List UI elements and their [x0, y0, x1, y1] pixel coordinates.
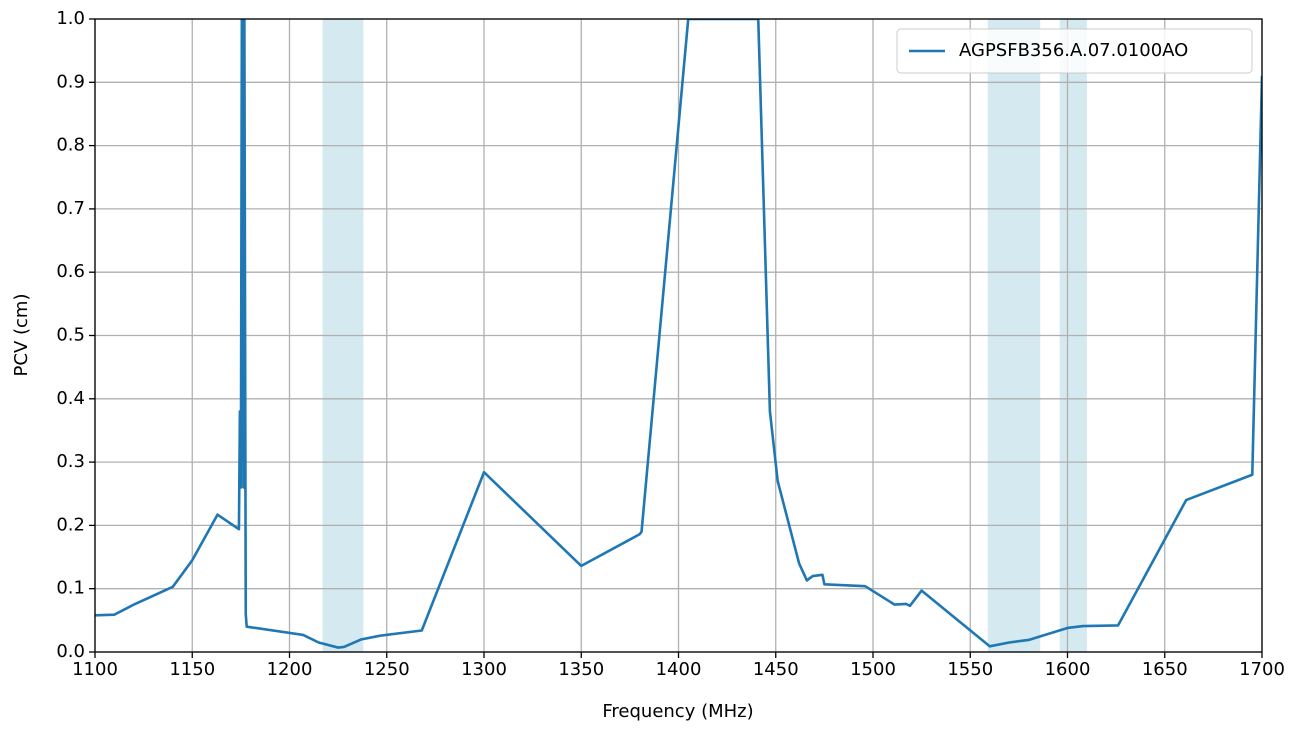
x-tick-label: 1200: [267, 659, 313, 680]
y-tick-label: 0.8: [56, 135, 85, 156]
y-tick-label: 0.1: [56, 578, 85, 599]
y-tick-label: 0.7: [56, 198, 85, 219]
x-tick-label: 1550: [947, 659, 993, 680]
x-tick-label: 1250: [364, 659, 410, 680]
legend: AGPSFB356.A.07.0100AO: [896, 28, 1253, 74]
y-tick-label: 0.3: [56, 451, 85, 472]
y-tick-label: 0.4: [56, 388, 85, 409]
x-tick-label: 1600: [1045, 659, 1091, 680]
x-tick-label: 1650: [1142, 659, 1188, 680]
x-tick-label: 1450: [753, 659, 799, 680]
legend-label: AGPSFB356.A.07.0100AO: [959, 40, 1188, 61]
y-tick-label: 0.9: [56, 71, 85, 92]
x-tick-label: 1700: [1239, 659, 1285, 680]
y-tick-label: 0.0: [56, 641, 85, 662]
x-tick-label: 1500: [850, 659, 896, 680]
data-line: [95, 19, 1262, 649]
y-tick-label: 0.5: [56, 325, 85, 346]
x-tick-label: 1300: [461, 659, 507, 680]
x-tick-label: 1150: [169, 659, 215, 680]
x-tick-label: 1350: [558, 659, 604, 680]
y-axis-label: PCV (cm): [11, 294, 32, 377]
legend-box: [896, 28, 1253, 74]
plot-frame: [94, 18, 1263, 653]
x-axis-label: Frequency (MHz): [602, 701, 753, 722]
y-tick-label: 0.2: [56, 514, 85, 535]
y-tick-label: 1.0: [56, 8, 85, 29]
y-tick-label: 0.6: [56, 261, 85, 282]
x-tick-label: 1100: [72, 659, 118, 680]
x-tick-label: 1400: [656, 659, 702, 680]
